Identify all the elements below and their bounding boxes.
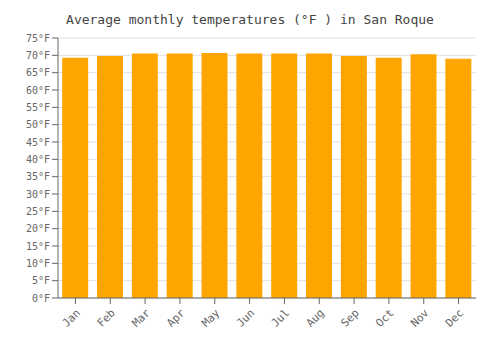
svg-text:5°F: 5°F: [32, 275, 50, 286]
svg-text:Sep: Sep: [338, 306, 361, 329]
svg-text:20°F: 20°F: [26, 223, 50, 234]
svg-text:70°F: 70°F: [26, 50, 50, 61]
svg-text:Jan: Jan: [60, 306, 83, 329]
svg-text:Feb: Feb: [95, 306, 118, 329]
svg-text:60°F: 60°F: [26, 85, 50, 96]
svg-text:50°F: 50°F: [26, 119, 50, 130]
svg-text:0°F: 0°F: [32, 293, 50, 304]
svg-text:15°F: 15°F: [26, 241, 50, 252]
svg-text:30°F: 30°F: [26, 189, 50, 200]
svg-text:Apr: Apr: [164, 306, 188, 330]
svg-text:55°F: 55°F: [26, 102, 50, 113]
svg-text:Nov: Nov: [408, 306, 432, 330]
svg-text:Oct: Oct: [373, 306, 396, 329]
svg-text:25°F: 25°F: [26, 206, 50, 217]
svg-text:65°F: 65°F: [26, 67, 50, 78]
html-text:Average monthly temperatures (: Average monthly temperatures (°F ) in Sa…: [66, 12, 434, 27]
svg-text:May: May: [199, 306, 223, 330]
svg-text:45°F: 45°F: [26, 137, 50, 148]
svg-text:Aug: Aug: [304, 306, 327, 329]
svg-text:Jul: Jul: [269, 306, 292, 329]
svg-text:Dec: Dec: [443, 306, 466, 329]
svg-text:75°F: 75°F: [26, 33, 50, 44]
svg-text:10°F: 10°F: [26, 258, 50, 269]
svg-text:35°F: 35°F: [26, 171, 50, 182]
svg-text:Mar: Mar: [129, 306, 153, 330]
svg-text:40°F: 40°F: [26, 154, 50, 165]
svg-text:Jun: Jun: [234, 306, 257, 329]
